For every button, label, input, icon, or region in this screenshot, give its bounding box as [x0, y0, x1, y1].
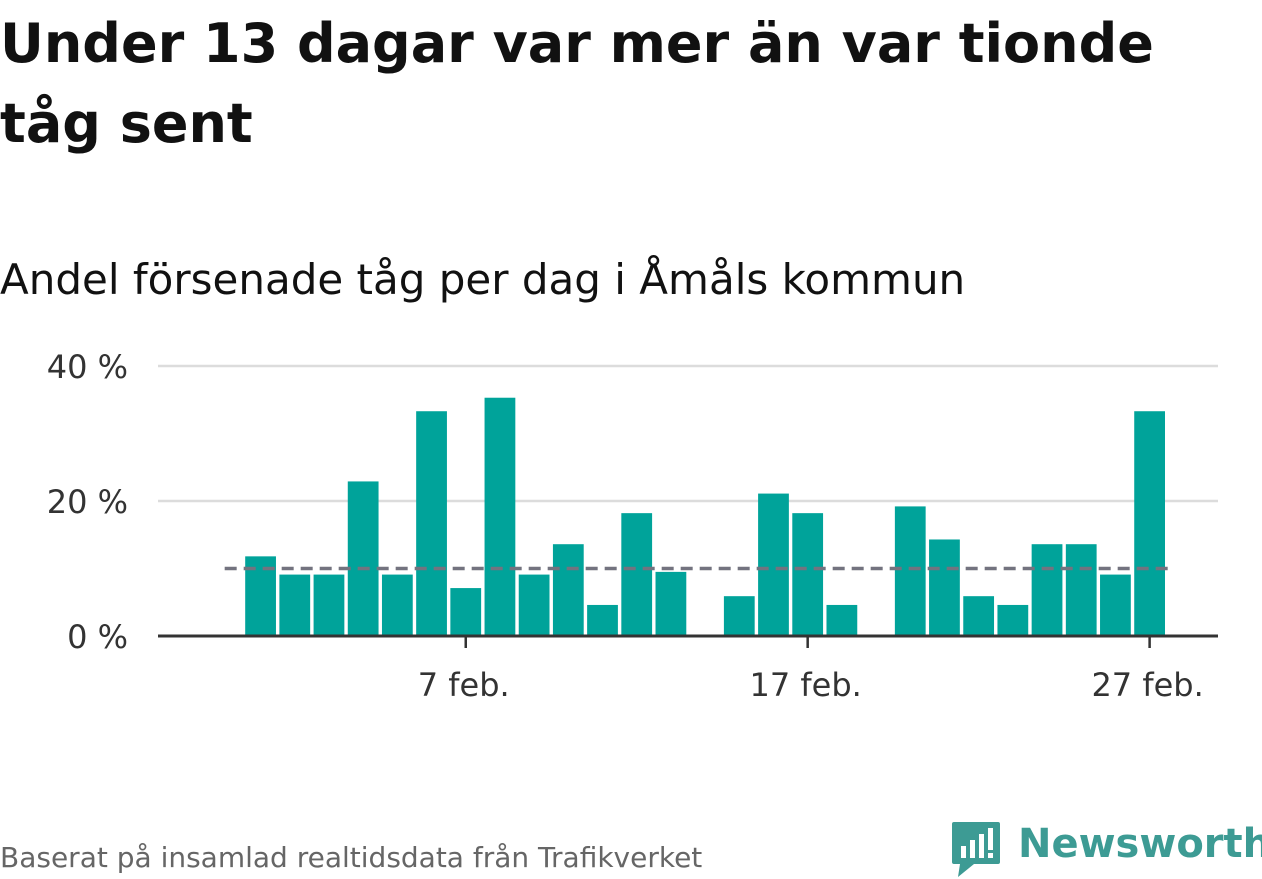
x-tick-label: 17 feb. — [750, 666, 862, 704]
y-axis-tick-labels: 0 % 20 % 40 % — [47, 348, 128, 656]
bar — [279, 574, 311, 636]
brand-logo[interactable]: Newsworthy — [950, 818, 1262, 878]
bar — [381, 574, 413, 636]
bar — [894, 506, 926, 636]
bar — [621, 513, 653, 636]
bar — [723, 596, 755, 636]
bar — [1100, 574, 1131, 636]
bar — [929, 539, 960, 636]
y-tick-label: 20 % — [47, 483, 128, 521]
bar — [450, 588, 482, 636]
bars — [245, 397, 1165, 636]
bar — [552, 544, 584, 636]
bar — [587, 604, 618, 636]
bar-chart: 0 % 20 % 40 % 7 feb. 17 feb. 27 feb. — [47, 348, 1218, 704]
bar — [758, 493, 789, 636]
y-tick-label: 0 % — [67, 618, 128, 656]
bar — [655, 571, 687, 636]
bar — [826, 604, 858, 636]
bar — [1031, 544, 1063, 636]
source-note: Baserat på insamlad realtidsdata från Tr… — [0, 841, 703, 874]
bar — [963, 596, 995, 636]
y-tick-label: 40 % — [47, 348, 128, 386]
x-tick-label: 7 feb. — [418, 666, 510, 704]
bar — [347, 481, 379, 636]
bar — [997, 604, 1029, 636]
bar — [1065, 544, 1097, 636]
bar — [416, 411, 447, 636]
chart-title: Under 13 dagar var mer än var tionde tåg… — [0, 12, 1154, 155]
newsworthy-logo-icon — [952, 822, 1000, 877]
gridlines — [158, 364, 1218, 503]
x-tick-label: 27 feb. — [1091, 666, 1203, 704]
bar — [313, 574, 345, 636]
bar — [484, 397, 516, 636]
chart-subtitle: Andel försenade tåg per dag i Åmåls komm… — [0, 255, 966, 304]
bar — [1134, 411, 1165, 636]
bar — [792, 513, 824, 636]
x-axis-tick-labels: 7 feb. 17 feb. 27 feb. — [418, 636, 1204, 704]
bar — [518, 574, 550, 636]
brand-name: Newsworthy — [1018, 821, 1262, 867]
